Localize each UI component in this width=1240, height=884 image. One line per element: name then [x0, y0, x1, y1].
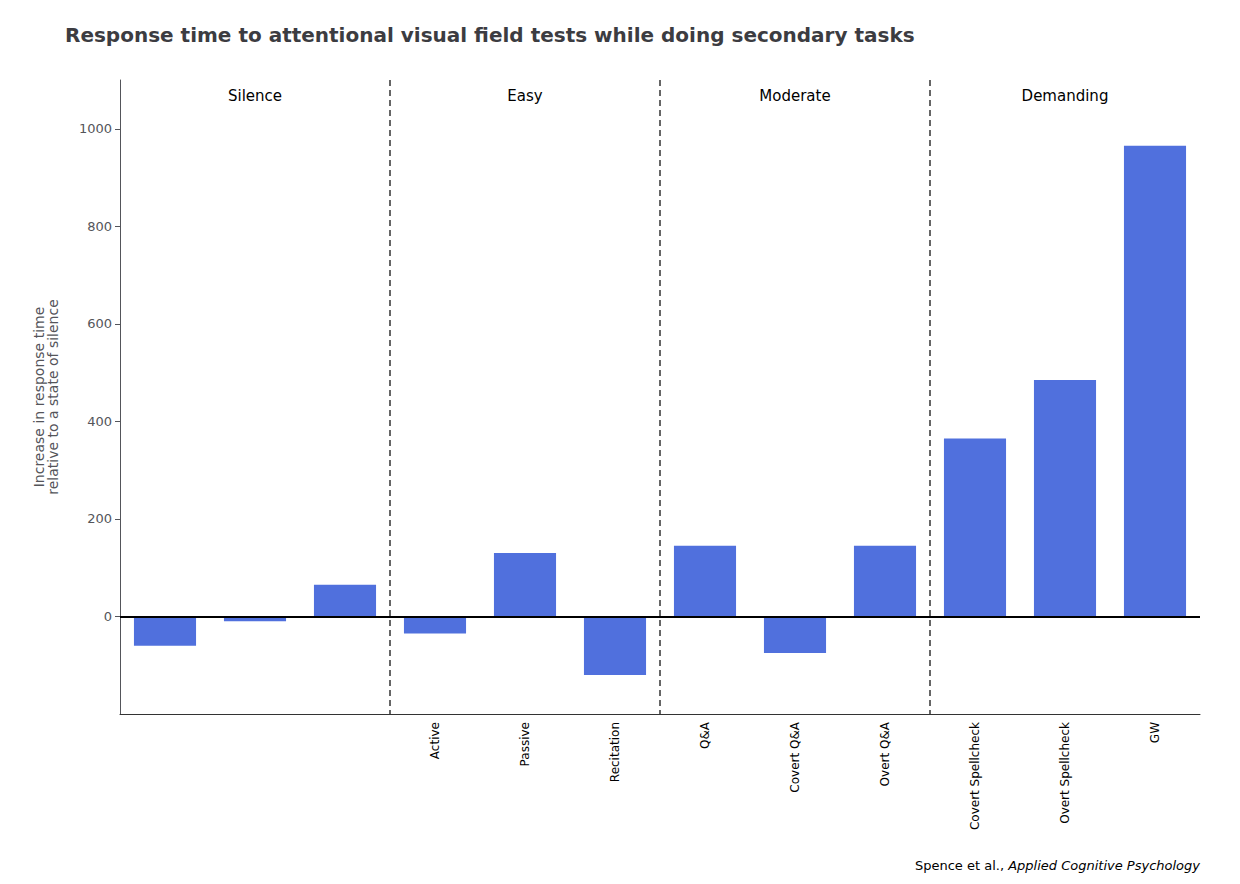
svg-text:Covert Spellcheck: Covert Spellcheck: [968, 722, 982, 830]
svg-text:Easy: Easy: [507, 87, 542, 105]
svg-text:Demanding: Demanding: [1022, 87, 1109, 105]
svg-text:600: 600: [87, 316, 112, 331]
svg-text:relative to a state of silence: relative to a state of silence: [45, 299, 61, 495]
svg-text:Overt Q&A: Overt Q&A: [878, 721, 892, 786]
svg-text:Increase in response time: Increase in response time: [31, 306, 47, 488]
svg-text:1000: 1000: [79, 121, 112, 136]
svg-text:Applied Cognitive Psychology: Applied Cognitive Psychology: [1007, 858, 1200, 873]
svg-text:Covert Q&A: Covert Q&A: [788, 721, 802, 792]
svg-text:800: 800: [87, 219, 112, 234]
svg-text:Spence et al.,: Spence et al.,: [915, 858, 1008, 873]
svg-text:0: 0: [104, 609, 112, 624]
svg-text:Active: Active: [428, 722, 442, 759]
svg-text:400: 400: [87, 414, 112, 429]
svg-text:Q&A: Q&A: [698, 721, 712, 749]
svg-text:200: 200: [87, 511, 112, 526]
svg-text:Passive: Passive: [518, 722, 532, 766]
svg-text:Moderate: Moderate: [759, 87, 830, 105]
svg-text:GW: GW: [1148, 722, 1162, 743]
svg-text:Overt Spellcheck: Overt Spellcheck: [1058, 722, 1072, 824]
svg-text:Silence: Silence: [228, 87, 282, 105]
svg-text:Recitation: Recitation: [608, 722, 622, 782]
svg-text:Response time to attentional v: Response time to attentional visual fiel…: [65, 23, 915, 47]
